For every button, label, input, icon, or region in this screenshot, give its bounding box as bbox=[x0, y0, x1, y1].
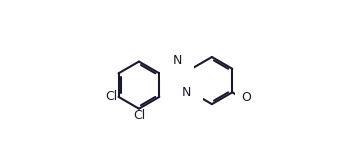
Text: O: O bbox=[241, 91, 251, 104]
Text: Cl: Cl bbox=[105, 90, 118, 103]
Text: N: N bbox=[172, 54, 182, 67]
Text: N: N bbox=[182, 86, 191, 99]
Text: H: H bbox=[173, 47, 181, 57]
Text: Cl: Cl bbox=[133, 109, 145, 123]
